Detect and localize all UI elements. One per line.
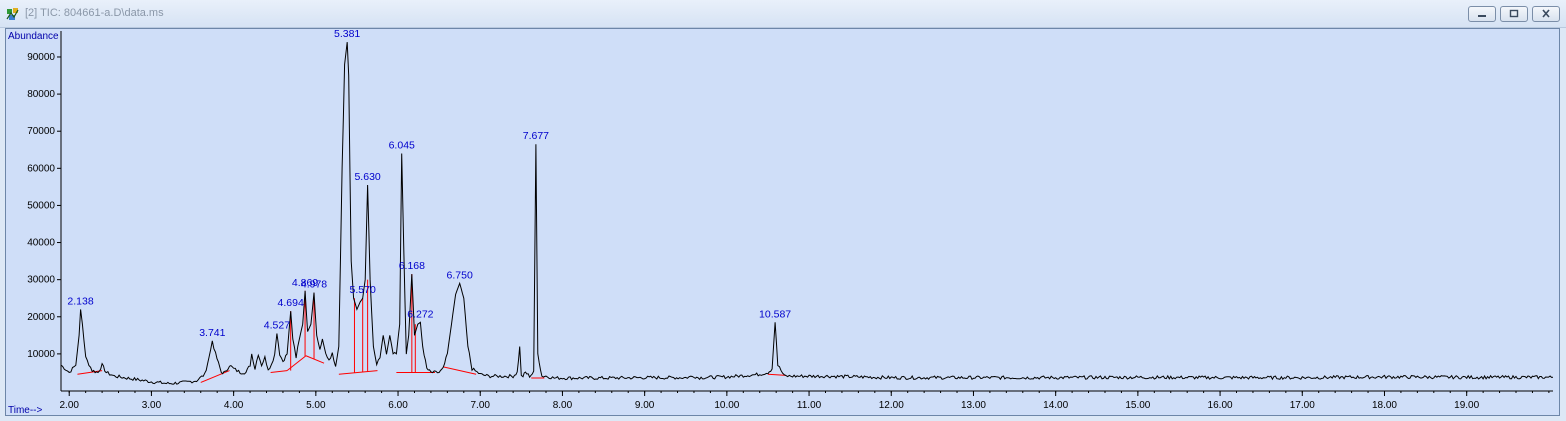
x-tick-label: 18.00 — [1372, 400, 1397, 411]
y-tick-label: 20000 — [27, 312, 55, 323]
y-tick-label: 30000 — [27, 275, 55, 286]
peak-label: 7.677 — [523, 130, 549, 142]
x-tick-label: 4.00 — [224, 400, 244, 411]
integration-baseline — [338, 370, 378, 375]
integration-baseline — [443, 366, 477, 375]
x-tick-label: 9.00 — [635, 400, 655, 411]
x-tick-label: 8.00 — [553, 400, 573, 411]
peak-label: 4.869 — [292, 277, 318, 289]
minimize-button[interactable] — [1468, 6, 1496, 22]
integration-baseline — [767, 373, 787, 376]
minimize-icon — [1478, 15, 1486, 17]
peak-label: 5.381 — [334, 29, 360, 40]
peak-label: 6.272 — [407, 308, 433, 320]
peak-label: 10.587 — [759, 308, 791, 320]
x-tick-label: 14.00 — [1043, 400, 1068, 411]
chromatogram-chart: Abundance Time--> 10000 20000 30000 40000 50… — [8, 29, 1554, 415]
x-tick-label: 17.00 — [1290, 400, 1315, 411]
x-tick-label: 3.00 — [142, 400, 162, 411]
x-tick-label: 11.00 — [797, 400, 822, 411]
peak-label: 4.978 — [301, 279, 327, 291]
x-tick-label: 15.00 — [1125, 400, 1150, 411]
y-tick-label: 40000 — [27, 238, 55, 249]
restore-button[interactable] — [1500, 6, 1528, 22]
peak-label: 3.741 — [199, 327, 225, 339]
integration-baseline — [77, 370, 103, 375]
x-tick-label: 5.00 — [306, 400, 326, 411]
y-tick-label: 80000 — [27, 89, 55, 100]
peak-label: 6.750 — [447, 269, 473, 281]
integration-baseline — [270, 370, 288, 373]
y-tick-label: 70000 — [27, 126, 55, 137]
plot-background — [61, 31, 1553, 391]
integration-baseline — [305, 355, 325, 364]
x-tick-label: 13.00 — [961, 400, 986, 411]
y-axis-label: Abundance — [8, 31, 59, 42]
x-tick-label: 10.00 — [714, 400, 739, 411]
window-title: [2] TIC: 804661-a.D\data.ms — [25, 7, 164, 19]
integration-baseline — [200, 370, 230, 383]
x-axis-label: Time--> — [8, 405, 43, 415]
peak-label: 6.045 — [389, 139, 415, 151]
y-tick-label: 10000 — [27, 349, 55, 360]
peak-label: 5.570 — [350, 284, 376, 296]
close-icon — [1542, 9, 1550, 18]
tic-trace — [60, 42, 1554, 385]
x-tick-label: 7.00 — [471, 400, 491, 411]
peak-label: 4.527 — [264, 319, 290, 331]
peak-label: 5.630 — [354, 171, 380, 183]
restore-icon — [1509, 9, 1519, 18]
y-tick-label: 90000 — [27, 52, 55, 63]
peak-label: 6.168 — [399, 260, 425, 272]
x-tick-label: 6.00 — [388, 400, 408, 411]
title-bar[interactable]: [2] TIC: 804661-a.D\data.ms — [0, 0, 1566, 28]
peak-label: 2.138 — [67, 295, 93, 307]
x-tick-label: 19.00 — [1454, 400, 1479, 411]
y-tick-label: 60000 — [27, 163, 55, 174]
plot-area[interactable]: Abundance Time--> 10000 20000 30000 40000 50… — [5, 28, 1560, 416]
peak-label: 4.694 — [278, 297, 304, 309]
app-icon — [6, 8, 19, 20]
x-tick-label: 2.00 — [59, 400, 79, 411]
y-tick-label: 50000 — [27, 200, 55, 211]
close-button[interactable] — [1532, 6, 1560, 22]
x-tick-label: 16.00 — [1208, 400, 1233, 411]
x-tick-label: 12.00 — [879, 400, 904, 411]
